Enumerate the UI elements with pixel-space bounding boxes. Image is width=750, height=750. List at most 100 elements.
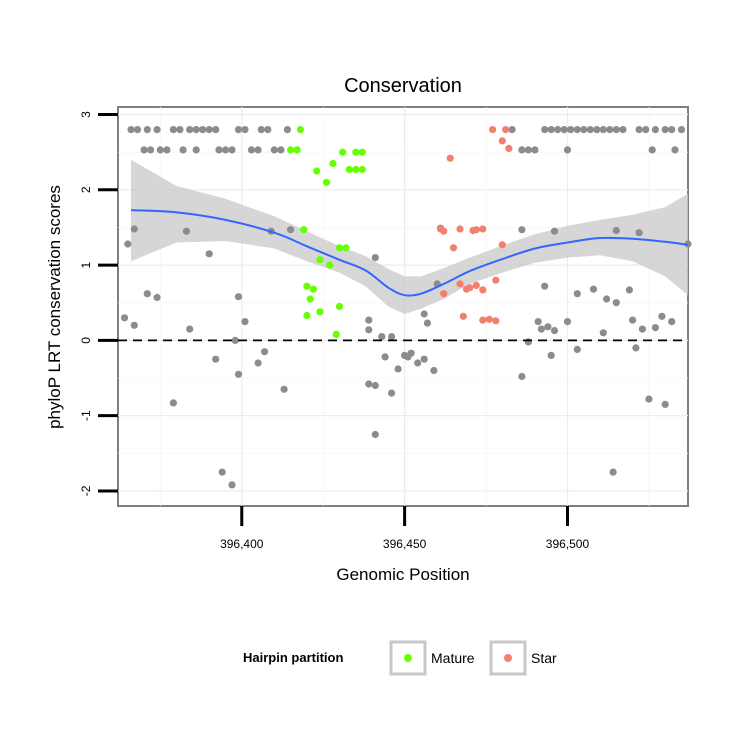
- data-point-other: [257, 126, 265, 134]
- data-point-mature: [303, 282, 311, 290]
- data-point-other: [541, 126, 549, 134]
- data-point-other: [287, 226, 295, 234]
- data-point-mature: [313, 167, 321, 175]
- data-point-other: [143, 126, 151, 134]
- data-point-other: [199, 126, 207, 134]
- data-point-mature: [345, 165, 353, 174]
- x-tick-label: 396,450: [383, 537, 427, 551]
- data-points: [120, 126, 692, 489]
- data-point-other: [378, 333, 386, 341]
- y-tick-label: 1: [79, 261, 93, 268]
- data-point-other: [554, 126, 562, 134]
- data-point-other: [234, 293, 243, 301]
- data-point-other: [573, 290, 581, 298]
- data-point-mature: [322, 178, 331, 186]
- data-point-other: [648, 146, 656, 154]
- legend-entry-star: Star: [489, 640, 557, 676]
- data-point-other: [283, 126, 291, 134]
- data-point-other: [388, 389, 396, 397]
- data-point-other: [661, 126, 669, 134]
- axes: 3 2 1 0 -1 -2 396,400 396,450 396,500: [79, 111, 589, 551]
- data-point-other: [371, 254, 379, 262]
- data-point-mature: [306, 295, 314, 303]
- data-point-other: [632, 344, 640, 352]
- data-point-mature: [358, 148, 366, 156]
- data-point-star: [505, 144, 513, 152]
- data-point-other: [651, 324, 660, 332]
- data-point-other: [176, 126, 184, 134]
- grid-lines: [118, 107, 688, 506]
- data-point-star: [449, 244, 458, 252]
- data-point-mature: [293, 146, 301, 154]
- data-point-other: [547, 351, 555, 359]
- data-point-other: [635, 126, 643, 134]
- data-point-other: [550, 327, 559, 335]
- data-point-other: [143, 290, 151, 298]
- data-point-other: [547, 126, 555, 134]
- data-point-mature: [332, 330, 340, 338]
- confidence-band-area: [131, 159, 688, 314]
- data-point-other: [580, 126, 588, 134]
- data-point-other: [645, 395, 653, 403]
- data-point-other: [599, 126, 607, 134]
- data-point-other: [638, 325, 647, 333]
- data-point-other: [612, 226, 620, 235]
- data-point-star: [456, 225, 464, 233]
- data-point-other: [247, 146, 256, 154]
- data-point-other: [518, 226, 526, 234]
- data-point-other: [186, 325, 194, 333]
- data-point-other: [430, 366, 438, 375]
- data-point-other: [231, 336, 239, 344]
- data-point-other: [254, 146, 262, 154]
- data-point-other: [169, 126, 177, 134]
- data-point-other: [531, 146, 539, 154]
- data-point-other: [140, 146, 148, 154]
- data-point-other: [234, 370, 243, 378]
- data-point-star: [466, 284, 474, 292]
- data-point-mature: [287, 146, 295, 154]
- data-point-other: [186, 126, 194, 134]
- y-tick-label: 2: [79, 186, 93, 193]
- data-point-other: [414, 359, 422, 367]
- data-point-other: [537, 325, 546, 333]
- data-point-other: [407, 349, 415, 357]
- plot-area: 3 2 1 0 -1 -2 396,400 396,450 396,500: [79, 106, 692, 551]
- data-point-other: [524, 338, 533, 346]
- data-point-other: [560, 126, 568, 134]
- data-point-other: [365, 380, 373, 388]
- series-star: [436, 126, 513, 325]
- data-point-other: [192, 146, 200, 154]
- data-point-other: [241, 126, 249, 134]
- data-point-star: [479, 286, 487, 294]
- data-point-other: [606, 126, 614, 134]
- data-point-other: [394, 365, 402, 373]
- data-point-star: [498, 241, 506, 249]
- data-point-other: [524, 146, 533, 154]
- data-point-other: [133, 126, 142, 134]
- data-point-other: [573, 345, 581, 353]
- data-point-star: [492, 276, 500, 284]
- confidence-band: [131, 159, 688, 314]
- data-point-other: [625, 286, 634, 294]
- legend-title: Hairpin partition: [243, 650, 343, 665]
- data-point-mature: [335, 244, 344, 252]
- data-point-other: [612, 126, 620, 134]
- data-point-other: [518, 146, 526, 154]
- data-point-other: [254, 359, 262, 367]
- data-point-other: [218, 468, 226, 476]
- data-point-other: [619, 126, 627, 134]
- data-point-other: [277, 146, 285, 154]
- series-other: [120, 126, 692, 489]
- data-point-other: [658, 312, 666, 320]
- data-point-other: [563, 146, 572, 154]
- legend-entry-mature: Mature: [389, 640, 475, 676]
- data-point-other: [567, 126, 575, 134]
- data-point-star: [472, 281, 480, 289]
- data-point-other: [261, 348, 269, 356]
- series-mature: [287, 126, 366, 338]
- data-point-other: [234, 126, 243, 134]
- data-point-other: [544, 323, 552, 331]
- data-point-other: [573, 126, 581, 134]
- data-point-mature: [352, 165, 360, 174]
